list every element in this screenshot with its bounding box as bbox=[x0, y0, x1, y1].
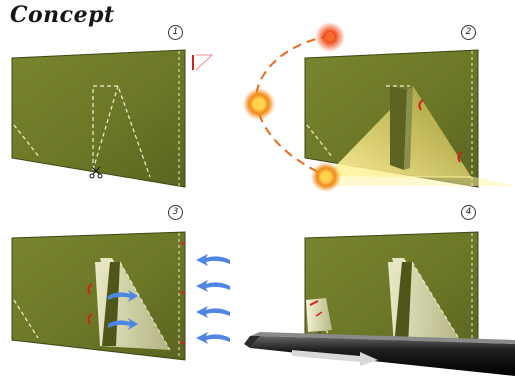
sun-icon bbox=[243, 88, 275, 120]
panel-step-2 bbox=[243, 22, 515, 192]
sun-path bbox=[255, 35, 331, 177]
panel-step-1 bbox=[11, 49, 214, 188]
conveyor-belt bbox=[244, 332, 515, 376]
sun-icon bbox=[315, 22, 345, 52]
red-marker bbox=[457, 151, 463, 163]
scissors-icon bbox=[89, 166, 103, 179]
red-tab-marker bbox=[192, 54, 214, 71]
step-number-4: 4 bbox=[461, 205, 476, 220]
page-title: Concept bbox=[10, 2, 115, 28]
wind-arrow-icon bbox=[196, 254, 230, 344]
step-number-1: 1 bbox=[168, 25, 183, 40]
red-marker bbox=[418, 99, 424, 111]
detached-piece bbox=[306, 298, 332, 332]
panel-step-4 bbox=[244, 231, 515, 376]
sun-icon bbox=[311, 162, 341, 192]
conveyor-arrow-icon bbox=[292, 350, 378, 366]
wind-arrow-icon bbox=[108, 290, 138, 330]
step-number-2: 2 bbox=[461, 25, 476, 40]
panel-step-3 bbox=[11, 231, 230, 361]
step-number-3: 3 bbox=[168, 205, 183, 220]
